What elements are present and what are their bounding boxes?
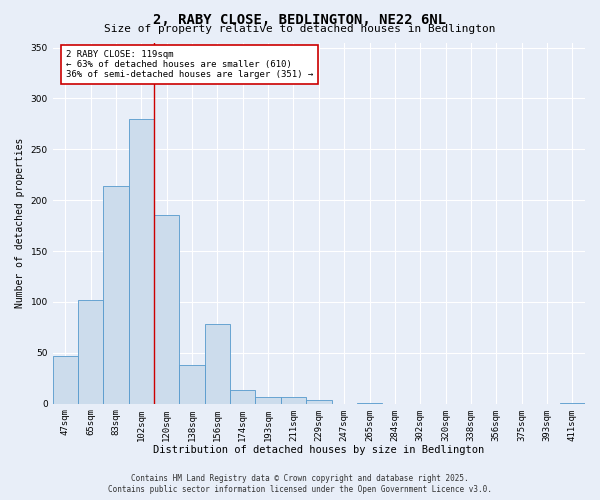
Bar — [154, 216, 179, 404]
Text: 2, RABY CLOSE, BEDLINGTON, NE22 6NL: 2, RABY CLOSE, BEDLINGTON, NE22 6NL — [154, 12, 446, 26]
Bar — [53, 356, 78, 404]
Bar — [281, 396, 306, 404]
Text: Size of property relative to detached houses in Bedlington: Size of property relative to detached ho… — [104, 24, 496, 34]
Bar — [103, 186, 129, 404]
Bar — [560, 402, 585, 404]
Bar — [179, 365, 205, 404]
Bar — [230, 390, 256, 404]
Y-axis label: Number of detached properties: Number of detached properties — [15, 138, 25, 308]
Bar — [78, 300, 103, 404]
Bar — [256, 396, 281, 404]
Bar — [129, 119, 154, 404]
Bar — [205, 324, 230, 404]
Text: 2 RABY CLOSE: 119sqm
← 63% of detached houses are smaller (610)
36% of semi-deta: 2 RABY CLOSE: 119sqm ← 63% of detached h… — [66, 50, 313, 80]
Bar — [306, 400, 332, 404]
X-axis label: Distribution of detached houses by size in Bedlington: Distribution of detached houses by size … — [153, 445, 484, 455]
Text: Contains HM Land Registry data © Crown copyright and database right 2025.
Contai: Contains HM Land Registry data © Crown c… — [108, 474, 492, 494]
Bar — [357, 402, 382, 404]
